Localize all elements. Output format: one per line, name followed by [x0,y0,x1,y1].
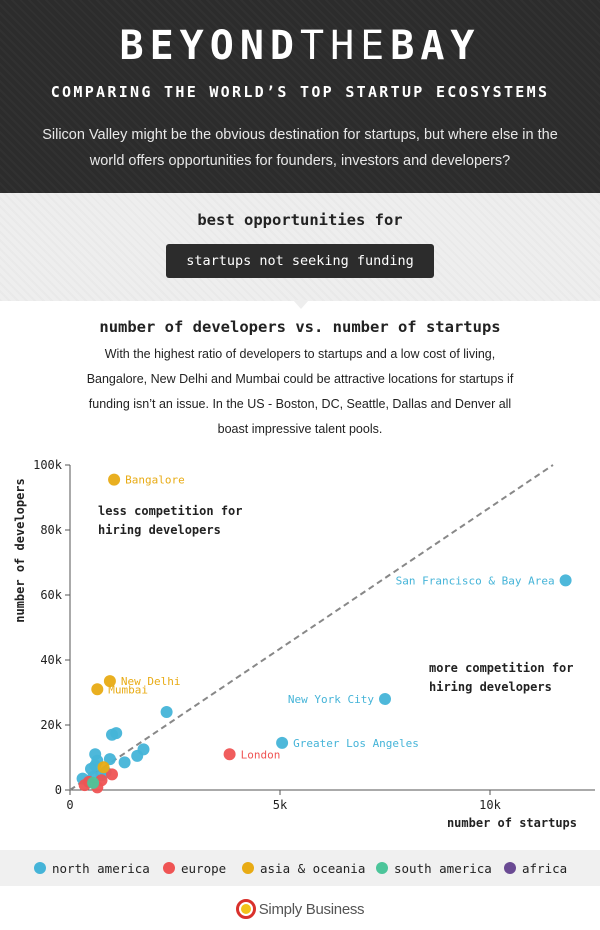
x-tick-label: 0 [66,798,73,812]
legend-label: africa [522,860,568,876]
y-tick-label: 20k [40,718,62,732]
category-heading: best opportunities for [197,211,403,229]
reference-line [69,464,554,791]
y-tick-label: 80k [40,523,62,537]
x-tick-label: 5k [273,798,288,812]
simply-business-logo: Simply Business [235,899,365,919]
y-tick-label: 100k [33,458,63,472]
legend: north america europe asia & oceania south a… [0,850,600,886]
legend-label: europe [181,860,227,876]
point-label: London [241,748,281,761]
y-tick-label: 60k [40,588,62,602]
chart-description: With the highest ratio of developers to … [86,347,514,436]
data-point-north-america [379,693,391,705]
logo-text: Simply Business [258,900,365,918]
y-axis-label: number of developers [13,478,27,623]
data-point-north-america [131,749,144,762]
brand-word-the: THE [300,23,391,69]
legend-item-south-america: south america [376,850,492,886]
data-point-north-america [106,728,118,741]
legend-dot [376,862,388,874]
subtitle: COMPARING THE WORLD’S TOP STARTUP ECOSYS… [50,83,550,101]
band-pointer [293,300,309,309]
data-point-asia-oceania [108,473,121,486]
legend-dot [504,862,516,874]
x-tick-label: 10k [479,798,501,812]
scatter-chart: 0 20k 40k 60k 80k 100k 0 5k 10k number of startup… [13,458,595,830]
data-point-north-america [559,574,572,587]
logo-mark-icon [235,899,256,919]
legend-item-asia-oceania: asia & oceania [242,850,365,886]
data-point-asia-oceania [91,683,104,696]
data-point-north-america [118,756,131,769]
legend-label: asia & oceania [260,860,366,876]
legend-item-north-america: north america [34,850,150,886]
brand-word-beyond: BEYOND [119,23,300,69]
data-point-asia-oceania [103,675,116,688]
intro-text: Silicon Valley might be the obvious dest… [42,127,558,169]
point-label: San Francisco & Bay Area [396,574,555,587]
annotation-text: less competition for [98,504,243,518]
data-point-north-america [103,753,116,766]
brand-title: BEYONDTHEBAY [0,22,600,70]
point-label: Bangalore [125,474,185,487]
data-point-asia-oceania [97,761,110,774]
legend-item-europe: europe [163,850,226,886]
data-point-europe [223,748,236,761]
legend-item-africa: africa [504,850,567,886]
legend-label: south america [394,860,492,876]
x-axis-label: number of startups [447,816,577,830]
data-point-europe [106,768,118,781]
legend-label: north america [52,860,150,876]
point-label: New Delhi [121,675,181,688]
legend-dot [163,862,175,874]
y-tick-label: 40k [40,653,62,667]
annotation-text: hiring developers [429,680,552,694]
data-point-north-america [276,736,289,749]
legend-dot [242,862,254,874]
point-label: Greater Los Angeles [293,737,419,750]
brand-word-bay: BAY [390,23,481,69]
data-point-south-america [87,776,100,789]
header: BEYONDTHEBAY COMPARING THE WORLD’S TOP S… [0,0,600,193]
annotation-text: hiring developers [98,523,221,537]
point-label: New York City [288,693,374,706]
y-tick-label: 0 [55,783,62,797]
footer: Simply Business [0,898,600,920]
category-band: best opportunities for startups not seek… [0,193,600,301]
legend-dot [34,862,46,874]
category-pill: startups not seeking funding [166,244,434,278]
point-label: Mumbai [108,683,148,696]
chart-title: number of developers vs. number of start… [99,318,501,336]
annotation-text: more competition for [429,661,574,675]
data-point-north-america [160,706,173,718]
